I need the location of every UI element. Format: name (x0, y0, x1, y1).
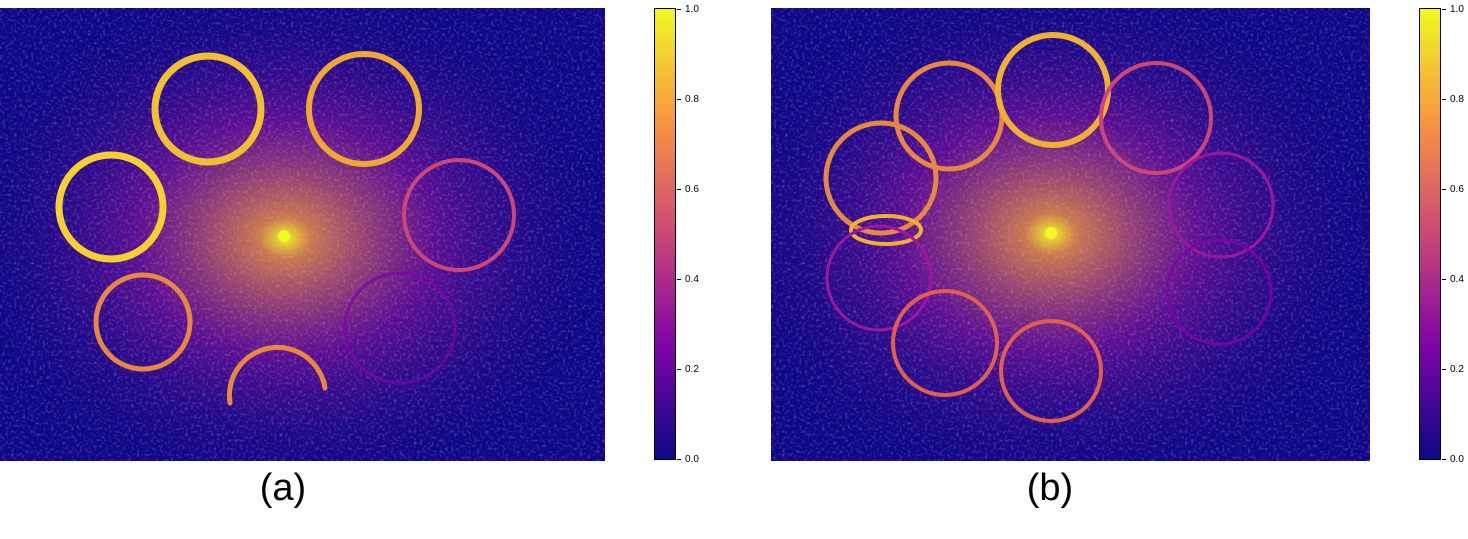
colorbar-tick-label: 0.8 (1450, 94, 1464, 105)
colorbar-tick (677, 9, 681, 10)
colorbar-tick (677, 99, 681, 100)
colorbar-tick (1442, 189, 1446, 190)
colorbar-tick-label: 0.2 (685, 364, 699, 375)
heatmap-image-a (0, 8, 605, 461)
colorbar-tick-label: 0.6 (685, 184, 699, 195)
colorbar-tick (1442, 99, 1446, 100)
colorbar-tick (677, 279, 681, 280)
colorbar-tick (677, 459, 681, 460)
colorbar-tick-label: 1.0 (1450, 4, 1464, 15)
colorbar-tick-label: 1.0 (685, 4, 699, 15)
colorbar-a: 0.0 0.2 0.4 0.6 0.8 1.0 (654, 5, 699, 465)
heatmap-image-b (771, 8, 1370, 461)
colorbar-tick-label: 0.6 (1450, 184, 1464, 195)
colorbar-tick (1442, 279, 1446, 280)
colorbar-tick (1442, 369, 1446, 370)
panel-a: 0.0 0.2 0.4 0.6 0.8 1.0 (a) (0, 5, 699, 509)
colorbar-tick-label: 0.0 (685, 454, 699, 465)
colorbar-tick-label: 0.2 (1450, 364, 1464, 375)
panel-b: 0.0 0.2 0.4 0.6 0.8 1.0 (b) (740, 0, 1468, 539)
colorbar-tick (677, 369, 681, 370)
panel-caption: (a) (259, 467, 307, 509)
colorbar-tick-label: 0.0 (1450, 454, 1464, 465)
colorbar-b: 0.0 0.2 0.4 0.6 0.8 1.0 (1419, 5, 1464, 465)
colorbar-tick (677, 189, 681, 190)
colorbar-tick (1442, 9, 1446, 10)
colorbar-tick-label: 0.8 (685, 94, 699, 105)
colorbar-tick (1442, 459, 1446, 460)
colorbar-tick-label: 0.4 (1450, 274, 1464, 285)
colorbar-tick-label: 0.4 (685, 274, 699, 285)
panel-caption: (b) (1026, 467, 1074, 509)
